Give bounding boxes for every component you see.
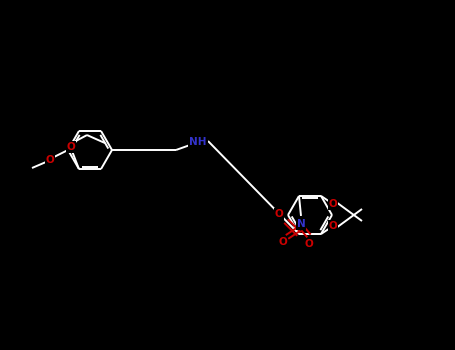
Text: O: O [329,221,337,231]
Text: O: O [275,209,283,219]
Text: O: O [305,239,313,249]
Text: O: O [278,237,288,247]
Text: O: O [46,155,55,165]
Text: O: O [66,142,76,152]
Text: O: O [329,199,337,209]
Text: N: N [297,219,305,229]
Text: NH: NH [189,137,207,147]
